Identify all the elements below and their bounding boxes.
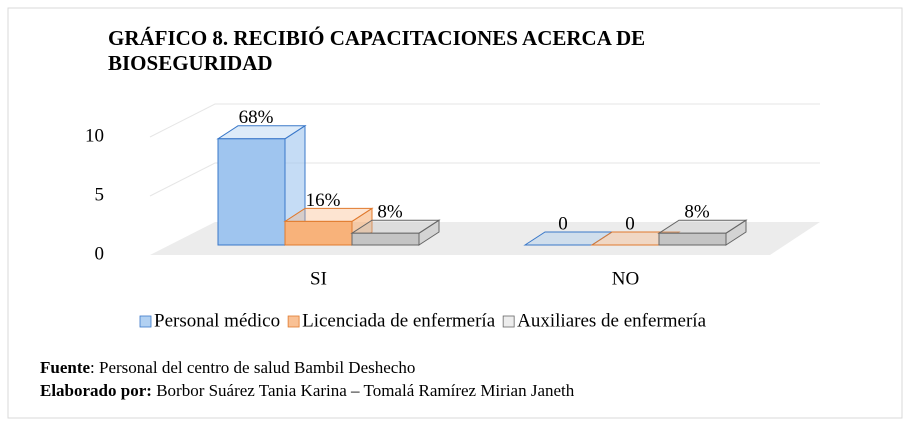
bar-top	[590, 231, 681, 246]
chart-title: GRÁFICO 8. RECIBIÓ CAPACITACIONES ACERCA…	[108, 26, 645, 75]
data-label: 0	[625, 213, 635, 234]
grid-line	[149, 103, 820, 138]
bar	[284, 220, 353, 246]
bar	[217, 138, 286, 246]
title-line: BIOSEGURIDAD	[108, 51, 273, 75]
source: Fuente: Personal del centro de salud Bam…	[40, 358, 415, 377]
legend-swatch	[502, 315, 515, 328]
data-label: 68%	[239, 107, 274, 128]
source-label: Fuente	[40, 358, 91, 377]
data-label: 16%	[306, 190, 341, 211]
frame	[7, 7, 903, 419]
data-label: 8%	[684, 202, 710, 223]
data-label: 0	[558, 213, 568, 234]
grid-line	[149, 162, 820, 197]
bar	[351, 232, 420, 246]
legend-label: Licenciada de enfermería	[302, 310, 496, 331]
author-text: Borbor Suárez Tania Karina – Tomalá Ramí…	[152, 381, 575, 400]
bar	[658, 232, 727, 246]
y-tick-label: 5	[95, 184, 105, 205]
y-tick-label: 10	[85, 125, 104, 146]
source-text: : Personal del centro de salud Bambil De…	[90, 358, 415, 377]
y-tick-label: 0	[95, 243, 105, 264]
data-label: 8%	[377, 202, 403, 223]
author-label: Elaborado por:	[40, 381, 152, 400]
legend-swatch	[287, 315, 300, 328]
x-tick-label: NO	[612, 268, 639, 289]
legend-label: Personal médico	[154, 310, 280, 331]
author: Elaborado por: Borbor Suárez Tania Karin…	[40, 381, 575, 400]
legend-swatch	[139, 315, 152, 328]
legend-label: Auxiliares de enfermería	[517, 310, 706, 331]
title-line: GRÁFICO 8. RECIBIÓ CAPACITACIONES ACERCA…	[108, 26, 645, 50]
x-tick-label: SI	[310, 268, 327, 289]
